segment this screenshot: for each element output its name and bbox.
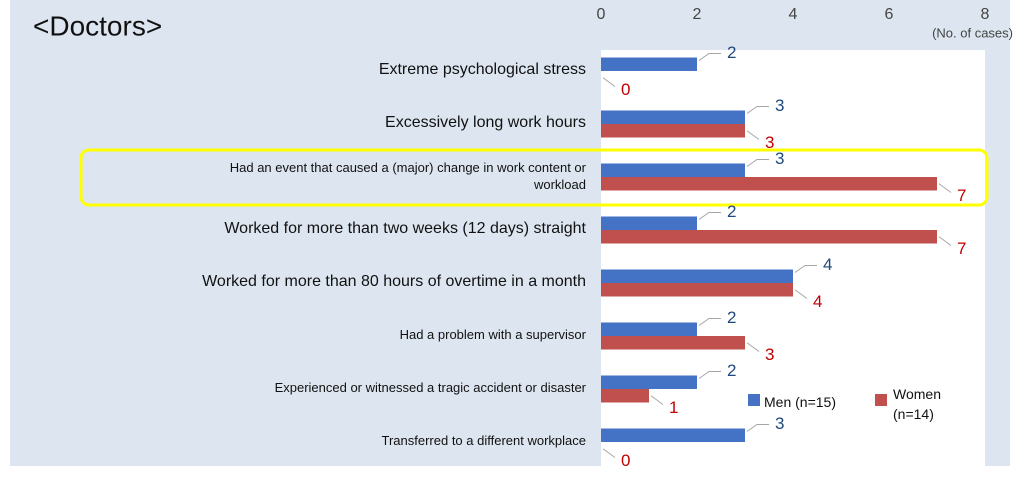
value-label: 4	[813, 292, 822, 311]
category-label: Had an event that caused a (major) chang…	[146, 160, 586, 194]
x-tick-label: 2	[693, 6, 702, 23]
category-text: Worked for more than two weeks (12 days)…	[224, 220, 586, 237]
x-tick-label: 4	[789, 6, 798, 23]
leader-line	[698, 318, 721, 326]
leader-line	[602, 448, 616, 458]
bar	[601, 283, 793, 297]
leader-line	[746, 424, 769, 432]
leader-line	[698, 371, 721, 379]
leader-line	[746, 130, 760, 140]
x-tick-label: 6	[885, 6, 894, 23]
bar	[601, 322, 697, 336]
bar	[601, 163, 745, 177]
value-label: 1	[669, 398, 678, 417]
value-label: 3	[775, 149, 784, 168]
bar	[601, 428, 745, 442]
leader-line	[794, 289, 808, 299]
bar	[601, 110, 745, 124]
value-label: 3	[775, 414, 784, 433]
leader-line	[698, 212, 721, 220]
value-label: 2	[727, 308, 736, 327]
category-text: Extreme psychological stress	[378, 61, 586, 78]
category-label: Worked for more than two weeks (12 days)…	[146, 219, 586, 240]
x-tick-label: 8	[981, 6, 990, 23]
category-text: Transferred to a different workplace	[381, 433, 587, 448]
bar	[601, 177, 937, 191]
value-label: 2	[727, 43, 736, 62]
bar	[601, 124, 745, 138]
leader-line	[794, 265, 817, 273]
legend-label: Men (n=15)	[764, 394, 836, 410]
value-label: 2	[727, 361, 736, 380]
value-label: 7	[957, 239, 966, 258]
leader-line	[746, 159, 769, 167]
category-text: Excessively long work hours	[385, 114, 586, 131]
leader-line	[938, 236, 952, 246]
category-text: Had a problem with a supervisor	[399, 327, 586, 342]
axis-label: (No. of cases)	[932, 25, 1013, 40]
leader-line	[746, 106, 769, 114]
value-label: 7	[957, 186, 966, 205]
category-label: Excessively long work hours	[146, 113, 586, 134]
bar	[601, 269, 793, 283]
leader-line	[602, 77, 616, 87]
category-label: Transferred to a different workplace	[146, 433, 587, 450]
value-label: 3	[765, 133, 774, 152]
x-tick-label: 0	[597, 6, 606, 23]
category-label: Experienced or witnessed a tragic accide…	[146, 380, 586, 397]
bar	[601, 375, 697, 389]
legend-swatch	[748, 394, 760, 406]
leader-line	[698, 53, 721, 61]
bar	[601, 57, 697, 71]
leader-line	[746, 342, 760, 352]
category-label: Extreme psychological stress	[146, 60, 586, 81]
category-label: Worked for more than 80 hours of overtim…	[146, 272, 586, 293]
legend-label: Women (n=14)	[893, 386, 941, 423]
value-label: 0	[621, 80, 630, 99]
value-label: 2	[727, 202, 736, 221]
leader-line	[938, 183, 952, 193]
highlight	[79, 148, 989, 207]
leader-line	[650, 395, 664, 405]
value-label: 3	[775, 96, 784, 115]
bar	[601, 230, 937, 244]
category-text: Had an event that caused a (major) chang…	[229, 160, 586, 192]
bar	[601, 216, 697, 230]
value-label: 3	[765, 345, 774, 364]
bar	[601, 336, 745, 350]
category-text: Experienced or witnessed a tragic accide…	[274, 380, 586, 395]
chart-title: <Doctors>	[33, 10, 162, 41]
value-label: 4	[823, 255, 832, 274]
bar	[601, 389, 649, 403]
legend-swatch	[875, 394, 887, 406]
category-label: Had a problem with a supervisor	[146, 327, 586, 344]
category-text: Worked for more than 80 hours of overtim…	[202, 273, 586, 290]
value-label: 0	[621, 451, 630, 470]
